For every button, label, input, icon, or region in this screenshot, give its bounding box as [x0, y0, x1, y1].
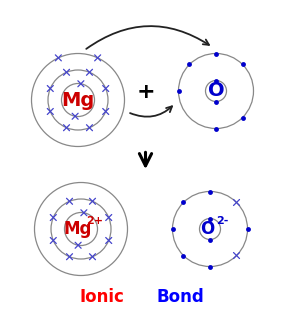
Text: 2+: 2+: [86, 217, 103, 227]
Text: Mg: Mg: [64, 220, 92, 238]
Text: Ionic: Ionic: [80, 287, 124, 306]
Text: O: O: [200, 220, 214, 238]
Text: Bond: Bond: [156, 287, 204, 306]
Text: Mg: Mg: [61, 91, 94, 109]
Text: O: O: [208, 82, 224, 100]
Text: +: +: [136, 83, 155, 102]
Text: 2-: 2-: [216, 217, 228, 227]
